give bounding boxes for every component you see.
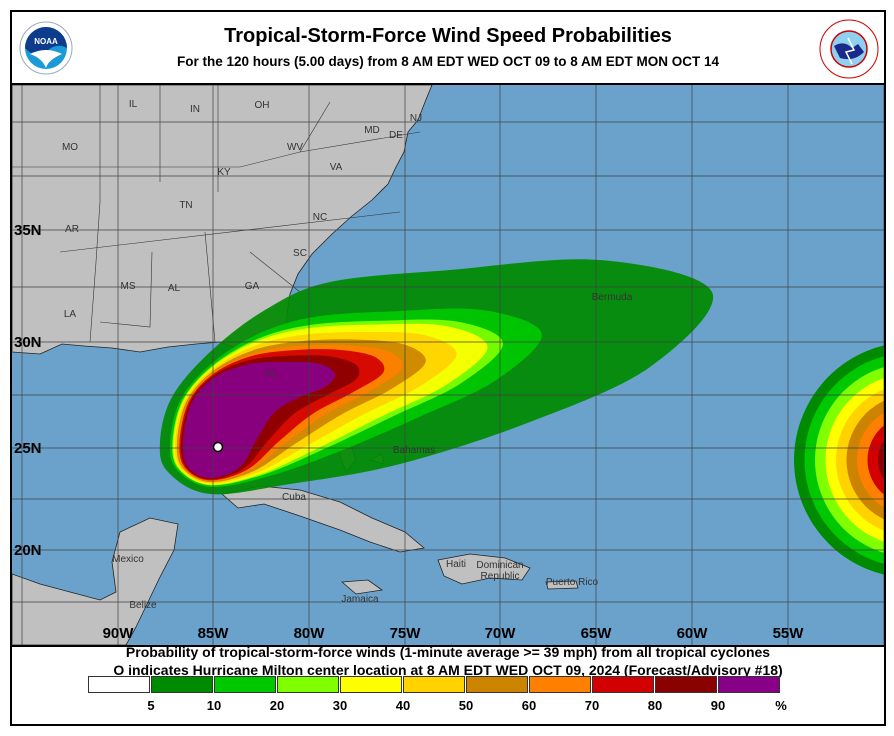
legend-tick: 60 [521,698,537,713]
legend-swatch [403,676,465,693]
place-label: Cuba [282,492,306,503]
axis-labels: 90W 85W 80W 75W 70W 65W 60W 55W 35N 30N 25N 20N [14,222,804,642]
state-label: IN [190,104,200,115]
state-label: MO [62,142,78,153]
place-label: Belize [129,600,157,611]
place-labels: IL IN OH MO WV KY VA TN NC AR SC MS AL GA LA FL MD DE NJ Be… [62,99,633,611]
state-label: WV [287,142,303,153]
state-label: AL [168,283,181,294]
lon-label: 85W [198,625,230,642]
place-label: Dominican Republic [476,560,523,582]
place-label: Mexico [112,554,144,565]
state-label: NJ [410,113,422,124]
state-label: IL [129,99,138,110]
legend-swatch [529,676,591,693]
state-label: LA [64,309,77,320]
lon-label: 60W [677,625,709,642]
state-label: KY [217,167,231,178]
state-label: OH [255,100,270,111]
lat-label: 30N [14,334,42,351]
place-label: Jamaica [341,594,379,605]
lon-label: 65W [581,625,613,642]
probability-map: IL IN OH MO WV KY VA TN NC AR SC MS AL GA LA FL MD DE NJ Be… [12,83,884,647]
legend-swatch [277,676,339,693]
legend-tick: 20 [269,698,285,713]
state-label: DE [389,130,403,141]
legend-swatch [466,676,528,693]
state-label: AR [65,224,79,235]
lon-label: 80W [294,625,326,642]
nws-logo [819,19,879,79]
state-label: SC [293,248,307,259]
probability-contours [159,259,884,575]
land-hispaniola [437,553,531,585]
lon-label: 55W [773,625,805,642]
contour-east-system [878,440,884,480]
storm-center-marker[interactable] [212,441,224,453]
legend-tick: 5 [147,698,155,713]
legend-tick: 30 [332,698,348,713]
lat-label: 25N [14,440,42,457]
place-label: Puerto Rico [546,577,599,588]
legend-tick: 70 [584,698,600,713]
state-label: GA [245,281,260,292]
state-label: NC [313,212,327,223]
footer-description: Probability of tropical-storm-force wind… [125,644,771,660]
graphic-frame: NOAA Tropical-Storm-Force Wind Speed Pro… [10,10,886,726]
legend-tick: 80 [647,698,663,713]
state-label: VA [330,162,343,173]
contour-east-system [867,425,884,495]
legend-tick: 40 [395,698,411,713]
state-label: TN [179,200,192,211]
legend-tick: % [775,698,787,713]
chart-title: Tropical-Storm-Force Wind Speed Probabil… [224,25,672,47]
header: NOAA Tropical-Storm-Force Wind Speed Pro… [12,12,884,82]
lat-label: 20N [14,542,42,559]
place-label: Bermuda [592,292,633,303]
legend-tick: 90 [710,698,726,713]
lat-label: 35N [14,222,42,239]
legend-swatch [340,676,402,693]
noaa-logo: NOAA [19,21,73,75]
svg-text:NOAA: NOAA [34,37,58,46]
legend-swatch [592,676,654,693]
land-jamaica [341,579,384,595]
place-label: Haiti [446,559,466,570]
chart-subtitle: For the 120 hours (5.00 days) from 8 AM … [176,54,720,69]
legend-tick: 50 [458,698,474,713]
state-label: MS [121,281,136,292]
legend-swatch [718,676,780,693]
legend-swatch [655,676,717,693]
legend-tick: 10 [206,698,222,713]
land-puerto-rico [545,580,579,590]
place-label: Bahamas [393,445,435,456]
legend-swatch [88,676,150,693]
legend-swatch [151,676,213,693]
lon-label: 70W [485,625,517,642]
lon-label: 75W [390,625,422,642]
footer-storm-note: O indicates Hurricane Milton center loca… [113,662,783,678]
state-label: MD [364,125,380,136]
state-label: FL [266,369,278,380]
lat-lon-grid [12,85,884,645]
legend-swatch [214,676,276,693]
lon-label: 90W [103,625,135,642]
